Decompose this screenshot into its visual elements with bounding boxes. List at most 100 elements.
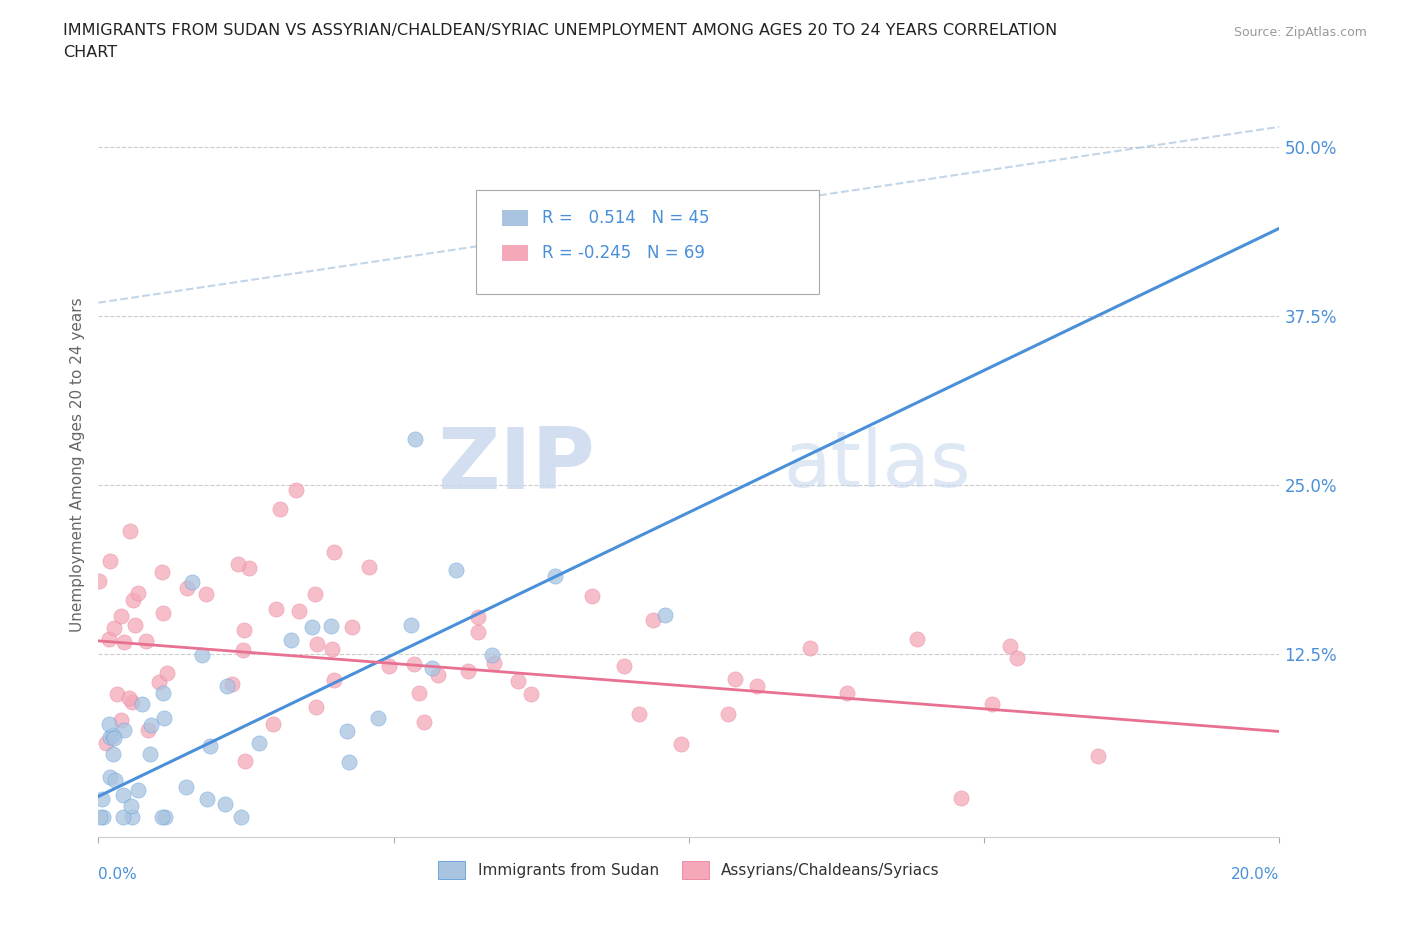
- Text: R =   0.514   N = 45: R = 0.514 N = 45: [543, 209, 710, 227]
- Point: [581, 589, 603, 604]
- Point: [998, 639, 1021, 654]
- Point: [233, 623, 256, 638]
- Point: [340, 619, 363, 634]
- Text: R = -0.245   N = 69: R = -0.245 N = 69: [543, 244, 706, 262]
- Point: [717, 707, 740, 722]
- Point: [98, 717, 121, 732]
- Point: [98, 553, 121, 568]
- Point: [467, 624, 489, 639]
- Point: [301, 620, 323, 635]
- Point: [280, 633, 302, 648]
- Point: [89, 809, 111, 824]
- Point: [322, 544, 344, 559]
- Point: [427, 668, 450, 683]
- Point: [232, 643, 254, 658]
- Point: [112, 635, 135, 650]
- Text: 0.0%: 0.0%: [98, 867, 138, 882]
- Point: [135, 634, 157, 649]
- Point: [233, 753, 256, 768]
- Point: [226, 557, 249, 572]
- Point: [138, 746, 160, 761]
- Point: [669, 737, 692, 751]
- Point: [238, 561, 260, 576]
- Point: [305, 636, 328, 651]
- Point: [905, 631, 928, 646]
- Point: [221, 676, 243, 691]
- Point: [247, 736, 270, 751]
- Point: [131, 697, 153, 711]
- Point: [174, 779, 197, 794]
- Point: [217, 679, 239, 694]
- Point: [214, 797, 236, 812]
- Point: [91, 809, 114, 824]
- Point: [152, 711, 174, 725]
- Point: [444, 562, 467, 577]
- Point: [229, 809, 252, 824]
- Text: IMMIGRANTS FROM SUDAN VS ASSYRIAN/CHALDEAN/SYRIAC UNEMPLOYMENT AMONG AGES 20 TO : IMMIGRANTS FROM SUDAN VS ASSYRIAN/CHALDE…: [63, 23, 1057, 38]
- Point: [336, 724, 359, 738]
- Point: [799, 641, 821, 656]
- Point: [111, 788, 134, 803]
- Point: [506, 673, 529, 688]
- Point: [120, 524, 142, 538]
- Point: [1087, 749, 1109, 764]
- Text: Source: ZipAtlas.com: Source: ZipAtlas.com: [1233, 26, 1367, 39]
- Text: ZIP: ZIP: [437, 423, 595, 507]
- Point: [118, 690, 141, 705]
- Text: 20.0%: 20.0%: [1232, 867, 1279, 882]
- Point: [198, 739, 221, 754]
- Point: [404, 657, 426, 671]
- Point: [127, 586, 149, 601]
- Point: [323, 672, 346, 687]
- Legend: Immigrants from Sudan, Assyrians/Chaldeans/Syriacs: Immigrants from Sudan, Assyrians/Chaldea…: [432, 856, 946, 885]
- Point: [90, 792, 112, 807]
- Point: [94, 736, 117, 751]
- Point: [122, 592, 145, 607]
- Point: [304, 586, 326, 601]
- Point: [613, 658, 636, 673]
- Point: [155, 809, 177, 824]
- Point: [110, 712, 132, 727]
- Point: [378, 658, 401, 673]
- Point: [156, 666, 179, 681]
- FancyBboxPatch shape: [477, 190, 818, 294]
- Point: [288, 604, 311, 618]
- Point: [194, 587, 217, 602]
- Point: [105, 687, 128, 702]
- Point: [304, 699, 326, 714]
- FancyBboxPatch shape: [502, 210, 529, 226]
- Point: [110, 608, 132, 623]
- FancyBboxPatch shape: [502, 245, 529, 261]
- Point: [641, 612, 664, 627]
- Point: [367, 711, 389, 725]
- Point: [723, 671, 745, 686]
- Point: [136, 723, 159, 737]
- Point: [103, 731, 125, 746]
- Point: [467, 609, 489, 624]
- Point: [104, 773, 127, 788]
- Point: [111, 809, 134, 824]
- Point: [413, 715, 436, 730]
- Point: [120, 799, 142, 814]
- Point: [266, 602, 288, 617]
- Point: [180, 575, 202, 590]
- Point: [484, 656, 506, 671]
- Point: [408, 685, 430, 700]
- Point: [1007, 651, 1029, 666]
- Point: [150, 565, 173, 579]
- Point: [321, 642, 343, 657]
- Point: [337, 755, 360, 770]
- Point: [152, 685, 174, 700]
- Point: [148, 675, 170, 690]
- Point: [87, 573, 110, 588]
- Point: [124, 618, 146, 632]
- Point: [357, 559, 380, 574]
- Point: [100, 729, 122, 744]
- Point: [835, 686, 858, 701]
- Point: [176, 580, 198, 595]
- Point: [481, 647, 503, 662]
- Point: [128, 782, 150, 797]
- Point: [950, 791, 973, 806]
- Point: [745, 678, 768, 693]
- Point: [121, 809, 143, 824]
